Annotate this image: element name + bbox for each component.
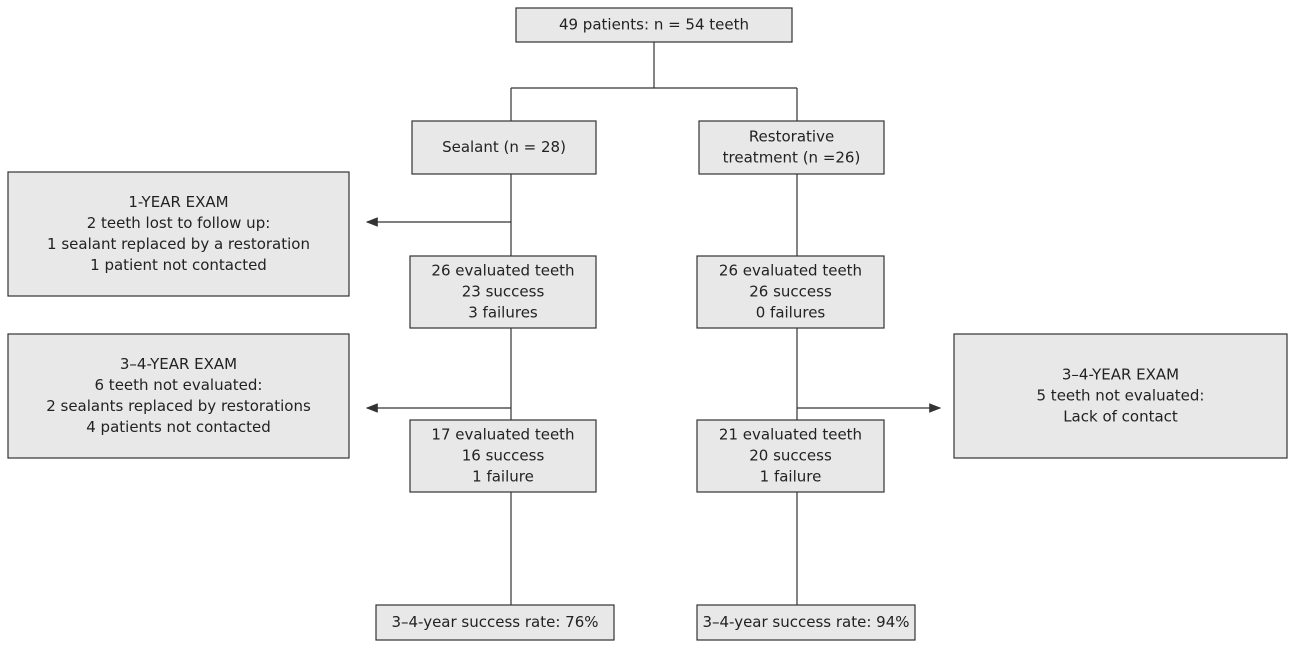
node-text: 17 evaluated teeth: [431, 426, 574, 444]
node-box: [409, 419, 597, 493]
node-text: 3 failures: [468, 304, 538, 322]
node-text: 20 success: [749, 447, 832, 465]
node-box: [696, 255, 885, 329]
node-text: 1 sealant replaced by a restoration: [47, 235, 310, 253]
node-text: 26 evaluated teeth: [719, 262, 862, 280]
node-text: 1 patient not contacted: [90, 256, 267, 274]
node-text: 2 teeth lost to follow up:: [87, 214, 271, 232]
node-box: [698, 120, 885, 175]
node-text: 16 success: [462, 447, 545, 465]
connector: [510, 42, 798, 121]
node-text: 23 success: [462, 283, 545, 301]
node-box: [411, 120, 597, 175]
node-text: 21 evaluated teeth: [719, 426, 862, 444]
node-box: [953, 333, 1288, 459]
node-text: 4 patients not contacted: [86, 418, 271, 436]
node-text: 1 failure: [472, 468, 534, 486]
node-text: 2 sealants replaced by restorations: [46, 397, 311, 415]
node-box: [409, 255, 597, 329]
node-text: 0 failures: [756, 304, 826, 322]
connectors: [365, 42, 942, 605]
node-box: [375, 604, 615, 641]
node-box: [7, 333, 350, 459]
node-text: 5 teeth not evaluated:: [1037, 387, 1205, 405]
node-text: 3–4-year success rate: 76%: [391, 613, 598, 631]
node-text: 1 failure: [760, 468, 822, 486]
node-text: 3–4-YEAR EXAM: [1062, 366, 1179, 384]
node-text: 26 evaluated teeth: [431, 262, 574, 280]
node-text: 1-YEAR EXAM: [128, 193, 228, 211]
node-text: 3–4-YEAR EXAM: [120, 355, 237, 373]
node-text: Restorative: [749, 128, 834, 146]
node-text: treatment (n =26): [723, 149, 861, 167]
node-text: 6 teeth not evaluated:: [95, 376, 263, 394]
node-box: [696, 604, 916, 641]
node-box: [7, 171, 350, 297]
node-text: 26 success: [749, 283, 832, 301]
node-box: [515, 7, 793, 43]
node-text: Sealant (n = 28): [442, 138, 566, 156]
node-text: 3–4-year success rate: 94%: [702, 613, 909, 631]
node-text: 49 patients: n = 54 teeth: [559, 16, 749, 34]
node-text: Lack of contact: [1063, 408, 1178, 426]
node-box: [696, 419, 885, 493]
